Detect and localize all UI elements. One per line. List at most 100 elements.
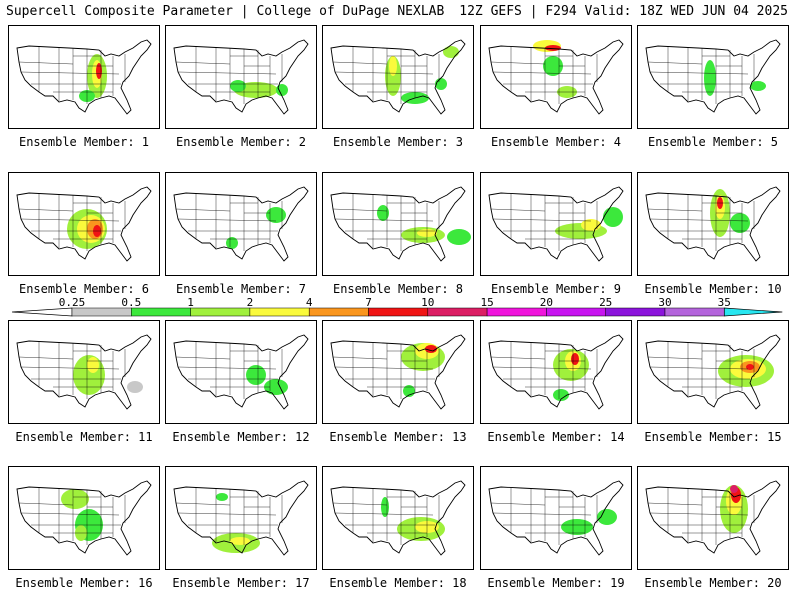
scp-contour-field bbox=[425, 345, 437, 353]
map-plot bbox=[330, 186, 471, 262]
colorbar-max-arrow bbox=[723, 307, 783, 317]
state-border bbox=[332, 208, 388, 212]
us-country-border bbox=[173, 334, 309, 410]
us-country-border bbox=[488, 334, 624, 410]
state-border bbox=[18, 356, 74, 360]
map-plot bbox=[330, 39, 466, 115]
us-country-border bbox=[488, 39, 624, 115]
us-country-border bbox=[330, 480, 466, 556]
state-border bbox=[175, 208, 231, 212]
ensemble-member-label: Ensemble Member: 12 bbox=[172, 430, 310, 444]
ensemble-member-label: Ensemble Member: 8 bbox=[332, 282, 464, 296]
state-border bbox=[175, 356, 231, 360]
colorbar-graphic bbox=[11, 307, 783, 317]
colorbar-segment bbox=[131, 307, 191, 317]
scp-contour-field bbox=[730, 485, 738, 493]
us-country-border bbox=[488, 186, 624, 262]
ensemble-member-label: Ensemble Member: 9 bbox=[490, 282, 622, 296]
state-border bbox=[175, 61, 231, 65]
scp-contour-field bbox=[597, 509, 617, 525]
scp-contour-field bbox=[377, 205, 389, 221]
us-country-border bbox=[173, 480, 309, 556]
ensemble-member-label: Ensemble Member: 1 bbox=[18, 135, 150, 149]
us-country-border bbox=[16, 39, 152, 115]
colorbar-tick-label: 1 bbox=[187, 296, 194, 309]
ensemble-member-label: Ensemble Member: 7 bbox=[175, 282, 307, 296]
map-plot bbox=[173, 186, 309, 262]
map-plot bbox=[488, 39, 624, 115]
ensemble-member-label: Ensemble Member: 14 bbox=[487, 430, 625, 444]
colorbar-segment bbox=[249, 307, 310, 317]
scp-contour-field bbox=[230, 80, 246, 92]
state-border bbox=[647, 61, 703, 65]
colorbar-segment bbox=[546, 307, 606, 317]
ensemble-member-map bbox=[480, 320, 632, 424]
state-border bbox=[177, 366, 277, 370]
state-border bbox=[334, 366, 434, 370]
map-plot bbox=[330, 480, 466, 556]
scp-contour-field bbox=[746, 364, 754, 370]
state-border bbox=[492, 512, 592, 516]
map-plot bbox=[488, 334, 624, 410]
state-border bbox=[20, 366, 120, 370]
state-border bbox=[177, 71, 277, 75]
state-border bbox=[490, 356, 546, 360]
scp-contour-field bbox=[266, 207, 286, 223]
ensemble-member-map bbox=[322, 320, 474, 424]
scp-contour-field bbox=[543, 56, 563, 76]
state-border bbox=[332, 502, 388, 506]
ensemble-member-label: Ensemble Member: 18 bbox=[329, 576, 467, 590]
ensemble-member-map bbox=[322, 172, 474, 276]
ensemble-member-label: Ensemble Member: 3 bbox=[332, 135, 464, 149]
ensemble-member-map bbox=[322, 466, 474, 570]
colorbar-segment bbox=[71, 307, 132, 317]
colorbar-segment bbox=[368, 307, 429, 317]
state-border bbox=[647, 502, 703, 506]
chart-title-right: 12Z GEFS | F294 Valid: 18Z WED JUN 04 20… bbox=[459, 4, 788, 19]
ensemble-member-map bbox=[8, 172, 160, 276]
scp-contour-field bbox=[246, 365, 266, 385]
ensemble-member-label: Ensemble Member: 17 bbox=[172, 576, 310, 590]
state-border bbox=[334, 218, 434, 222]
state-border bbox=[18, 61, 74, 65]
us-country-border bbox=[16, 334, 152, 410]
us-country-border bbox=[645, 186, 781, 262]
ensemble-member-label: Ensemble Member: 4 bbox=[490, 135, 622, 149]
ensemble-member-label: Ensemble Member: 10 bbox=[644, 282, 782, 296]
us-country-border bbox=[330, 39, 466, 115]
ensemble-member-map bbox=[165, 466, 317, 570]
colorbar-segment bbox=[427, 307, 488, 317]
map-plot bbox=[173, 480, 309, 556]
colorbar-segment bbox=[190, 307, 251, 317]
scp-contour-field bbox=[87, 357, 99, 373]
scp-contour-field bbox=[230, 537, 250, 545]
scp-contour-field bbox=[216, 493, 228, 501]
scp-contour-field bbox=[389, 56, 397, 76]
ensemble-member-map bbox=[165, 172, 317, 276]
ensemble-member-map bbox=[637, 466, 789, 570]
state-border bbox=[492, 71, 592, 75]
ensemble-member-map bbox=[480, 466, 632, 570]
ensemble-member-label: Ensemble Member: 20 bbox=[644, 576, 782, 590]
state-border bbox=[20, 218, 120, 222]
state-border bbox=[649, 512, 749, 516]
colorbar-tick-label: 7 bbox=[365, 296, 372, 309]
map-plot bbox=[645, 39, 781, 115]
state-border bbox=[20, 512, 120, 516]
scp-contour-field bbox=[561, 519, 593, 535]
us-country-border bbox=[173, 186, 309, 262]
ensemble-member-label: Ensemble Member: 16 bbox=[15, 576, 153, 590]
ensemble-member-map bbox=[165, 25, 317, 129]
us-country-border bbox=[645, 334, 781, 410]
colorbar-segment bbox=[605, 307, 666, 317]
map-plot bbox=[645, 186, 781, 262]
map-plot bbox=[488, 186, 624, 262]
map-plot bbox=[488, 480, 624, 556]
colorbar-tick-label: 0.5 bbox=[121, 296, 142, 309]
us-country-border bbox=[330, 334, 466, 410]
scp-contour-field bbox=[553, 389, 569, 401]
colorbar-tick-label: 35 bbox=[717, 296, 731, 309]
state-border bbox=[334, 71, 434, 75]
scp-contour-field bbox=[603, 207, 623, 227]
us-country-border bbox=[645, 480, 781, 556]
